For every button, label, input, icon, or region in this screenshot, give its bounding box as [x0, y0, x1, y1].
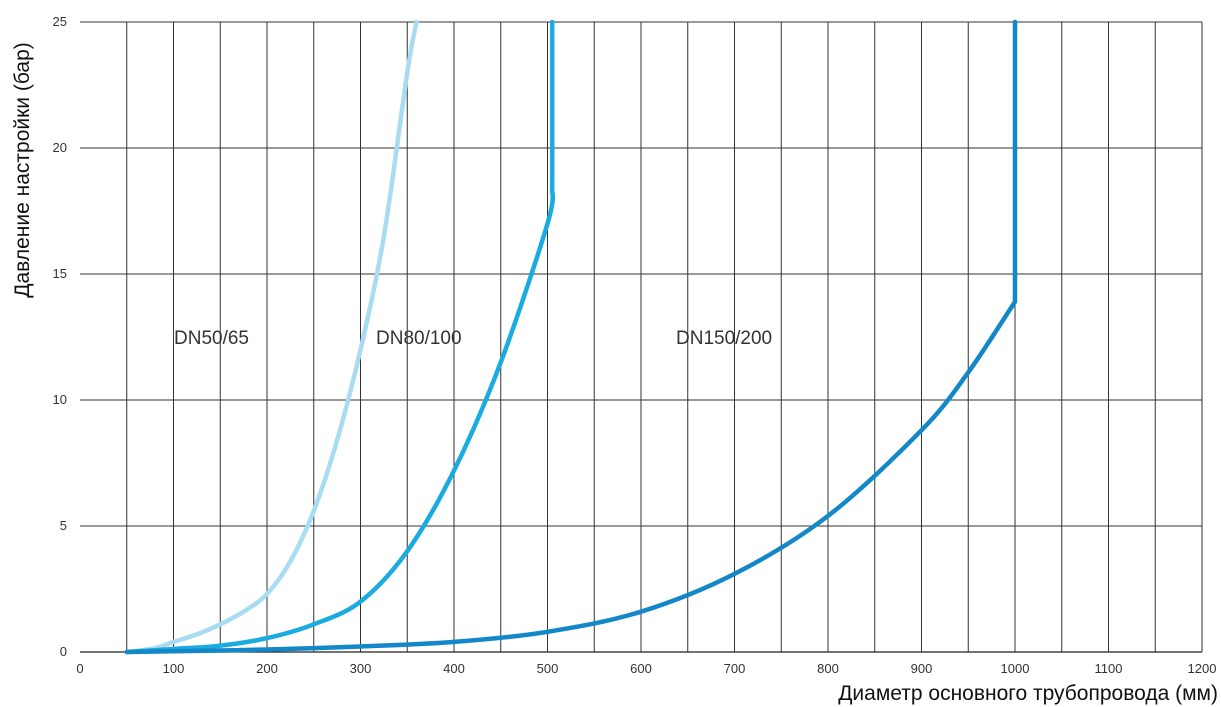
series-lines — [124, 19, 1018, 655]
series-label-dn50: DN50/65 — [174, 328, 249, 349]
x-tick-label: 0 — [76, 661, 83, 676]
x-tick-label: 1100 — [1095, 661, 1123, 676]
series-line-dn80-100 — [124, 19, 556, 655]
series-labels: DN50/65 DN80/100 DN150/200 — [174, 328, 772, 349]
y-tick-label: 20 — [53, 140, 67, 155]
series-line-dn150-200 — [124, 19, 1018, 655]
y-tick-label: 25 — [53, 14, 67, 29]
y-tick-label: 5 — [60, 518, 67, 533]
x-tick-label: 800 — [817, 661, 839, 676]
x-tick-label: 300 — [350, 661, 372, 676]
series-label-dn150: DN150/200 — [676, 328, 772, 349]
y-tick-label: 0 — [60, 644, 67, 659]
series-line-dn50-65 — [124, 19, 419, 655]
y-axis-title: Давление настройки (бар) — [11, 42, 34, 297]
y-tick-label: 15 — [53, 266, 67, 281]
y-tick-label: 10 — [53, 392, 67, 407]
x-tick-label: 1200 — [1188, 661, 1217, 676]
tick-labels: 0 100 200 300 400 500 600 700 800 900 1000 1100 1200… — [53, 14, 1217, 676]
x-tick-label: 600 — [630, 661, 652, 676]
x-tick-label: 900 — [911, 661, 933, 676]
x-tick-label: 100 — [163, 661, 185, 676]
x-axis-title: Диаметр основного трубопровода (мм) — [838, 682, 1218, 705]
series-label-dn80: DN80/100 — [376, 328, 462, 349]
x-tick-label: 400 — [443, 661, 465, 676]
x-tick-label: 700 — [724, 661, 746, 676]
x-tick-label: 1000 — [1001, 661, 1030, 676]
x-tick-label: 500 — [537, 661, 559, 676]
x-tick-label: 200 — [256, 661, 278, 676]
